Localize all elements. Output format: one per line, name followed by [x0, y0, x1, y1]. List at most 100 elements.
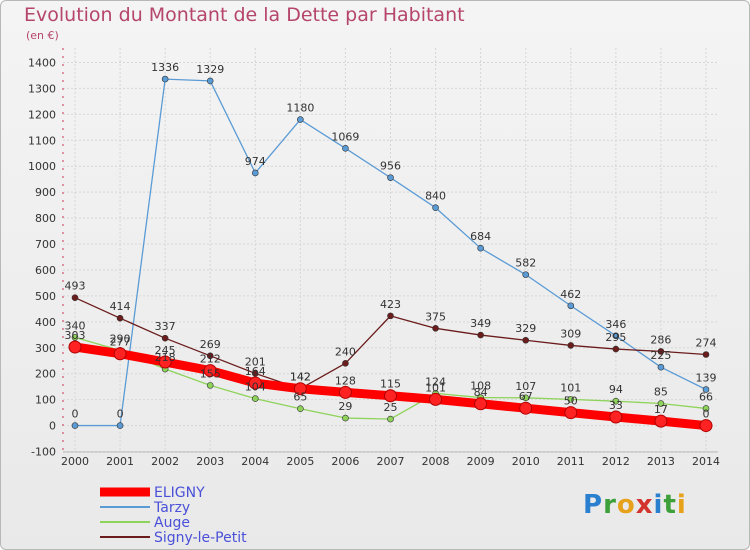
data-label: 295 [605, 331, 626, 344]
y-tick-label: 1400 [28, 57, 56, 70]
data-point [567, 396, 575, 403]
data-point [71, 294, 79, 302]
data-label: 66 [699, 390, 713, 403]
data-label: 286 [650, 333, 671, 346]
x-tick-label: 2013 [647, 455, 675, 468]
data-label: 124 [425, 375, 446, 388]
data-point [429, 392, 443, 406]
y-tick-label: 1300 [28, 82, 56, 95]
data-label: 245 [155, 344, 176, 357]
data-label: 164 [245, 365, 266, 378]
data-point [384, 389, 397, 403]
legend-label: Auge [154, 515, 190, 531]
data-label: 101 [425, 381, 446, 394]
data-label: 414 [110, 300, 131, 313]
data-label: 840 [425, 190, 446, 203]
data-label: 33 [609, 399, 623, 412]
data-point [567, 302, 575, 310]
y-tick-label: 700 [35, 238, 56, 251]
data-point [522, 271, 530, 278]
data-label: 582 [515, 257, 536, 270]
data-label: 277 [110, 336, 131, 349]
data-point [71, 334, 79, 341]
data-label: 493 [65, 280, 86, 293]
data-label: 17 [654, 403, 668, 416]
data-point [612, 332, 620, 340]
data-point [474, 397, 488, 411]
x-tick-label: 2011 [557, 455, 585, 468]
data-point [161, 75, 169, 83]
y-tick-label: 900 [35, 186, 56, 199]
data-label: 107 [515, 380, 536, 393]
data-label: 155 [200, 367, 221, 380]
data-label: 0 [703, 408, 710, 421]
y-tick-label: 300 [35, 342, 56, 355]
data-label: 84 [474, 386, 488, 399]
legend-label: Tarzy [153, 500, 190, 516]
data-label: 462 [560, 288, 581, 301]
data-point [251, 169, 259, 177]
x-tick-label: 2014 [692, 455, 720, 468]
y-tick-label: 100 [35, 394, 56, 407]
data-label: 1180 [286, 102, 314, 115]
data-label: 85 [654, 386, 668, 399]
data-point [522, 394, 530, 402]
data-label: 50 [564, 395, 578, 408]
data-point [567, 342, 575, 349]
data-point [342, 145, 349, 152]
data-point [71, 422, 79, 429]
data-point [612, 397, 620, 405]
x-tick-label: 2002 [151, 455, 179, 468]
data-label: 212 [200, 353, 221, 366]
x-tick-label: 2007 [377, 455, 405, 468]
data-label: 329 [515, 322, 536, 335]
data-label: 1329 [196, 63, 224, 76]
data-point [206, 352, 214, 360]
data-point [477, 331, 484, 339]
data-label: 269 [200, 338, 221, 351]
data-label: 139 [696, 372, 717, 385]
data-label: 375 [425, 310, 446, 323]
data-point [657, 348, 665, 355]
data-label: 1336 [151, 61, 179, 74]
data-point [161, 334, 169, 342]
x-tick-label: 2009 [467, 455, 495, 468]
data-label: 309 [560, 327, 581, 340]
data-point [477, 244, 484, 252]
data-point [702, 386, 710, 393]
y-tick-label: 400 [35, 316, 56, 329]
y-tick-label: 200 [35, 368, 56, 381]
data-point [609, 410, 623, 424]
y-tick-label: 600 [35, 264, 56, 277]
data-label: 974 [245, 155, 266, 168]
data-label: 290 [110, 332, 131, 345]
data-label: 423 [380, 298, 401, 311]
x-tick-label: 2012 [602, 455, 630, 468]
y-tick-label: -100 [31, 446, 56, 459]
data-label: 303 [65, 329, 86, 342]
data-label: 29 [338, 400, 352, 413]
data-point [699, 419, 713, 433]
data-label: 128 [335, 374, 356, 387]
data-label: 201 [245, 355, 266, 368]
data-label: 0 [72, 408, 79, 421]
data-point [612, 345, 620, 353]
data-point [702, 405, 710, 412]
chart-title: Evolution du Montant de la Dette par Hab… [24, 4, 465, 26]
data-point [657, 363, 665, 371]
data-point [248, 376, 262, 390]
data-point [206, 382, 214, 389]
proxiti-logo: Proxiti [583, 490, 687, 520]
data-point [338, 385, 352, 399]
data-label: 346 [605, 318, 626, 331]
unit-label: (en €) [26, 29, 59, 42]
data-label: 684 [470, 230, 491, 243]
data-point [432, 204, 439, 212]
data-point [293, 382, 307, 396]
data-point [68, 340, 82, 354]
data-point [522, 336, 530, 344]
y-tick-label: 1000 [28, 160, 56, 173]
data-label: 218 [155, 351, 176, 364]
data-point [203, 364, 217, 378]
